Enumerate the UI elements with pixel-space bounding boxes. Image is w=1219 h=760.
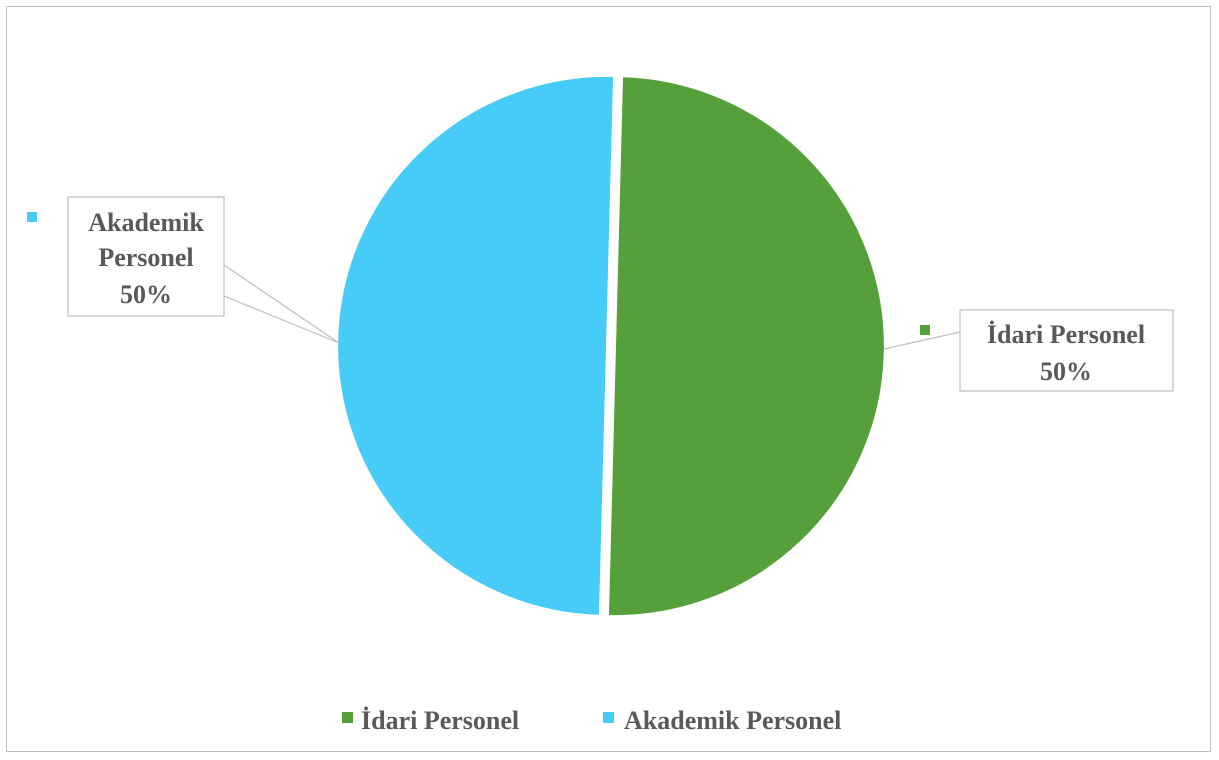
legend-key-akademik: [603, 712, 614, 723]
legend-key-idari: [342, 712, 353, 723]
callout-idari-personel: İdari Personel 50%: [920, 309, 1174, 392]
callout-key-akademik: [27, 212, 37, 222]
legend-label-akademik: Akademik Personel: [624, 706, 841, 735]
pie-slice-idari-personel: [606, 75, 886, 618]
callout-box-idari: [959, 309, 1174, 392]
callout-value-idari: 50%: [1040, 357, 1092, 386]
callout-label-idari: İdari Personel: [987, 320, 1145, 349]
callout-value-akademik: 50%: [120, 280, 172, 309]
callout-akademik-personel: Akademik Personel 50%: [27, 196, 225, 317]
legend: İdari Personel Akademik Personel: [342, 706, 841, 735]
legend-label-idari: İdari Personel: [361, 706, 519, 735]
pie-slices: [336, 74, 886, 618]
leader-line-akademik-a: [223, 264, 340, 344]
leader-lines: [223, 264, 961, 350]
leader-line-akademik-b: [223, 295, 340, 344]
leader-line-idari: [883, 331, 961, 350]
callout-label-akademik-line2: Personel: [98, 243, 193, 272]
callout-box-akademik: [67, 196, 225, 317]
callout-label-akademik-line1: Akademik: [88, 208, 204, 237]
callout-key-idari: [920, 325, 930, 335]
pie-slice-akademik-personel: [336, 74, 616, 617]
